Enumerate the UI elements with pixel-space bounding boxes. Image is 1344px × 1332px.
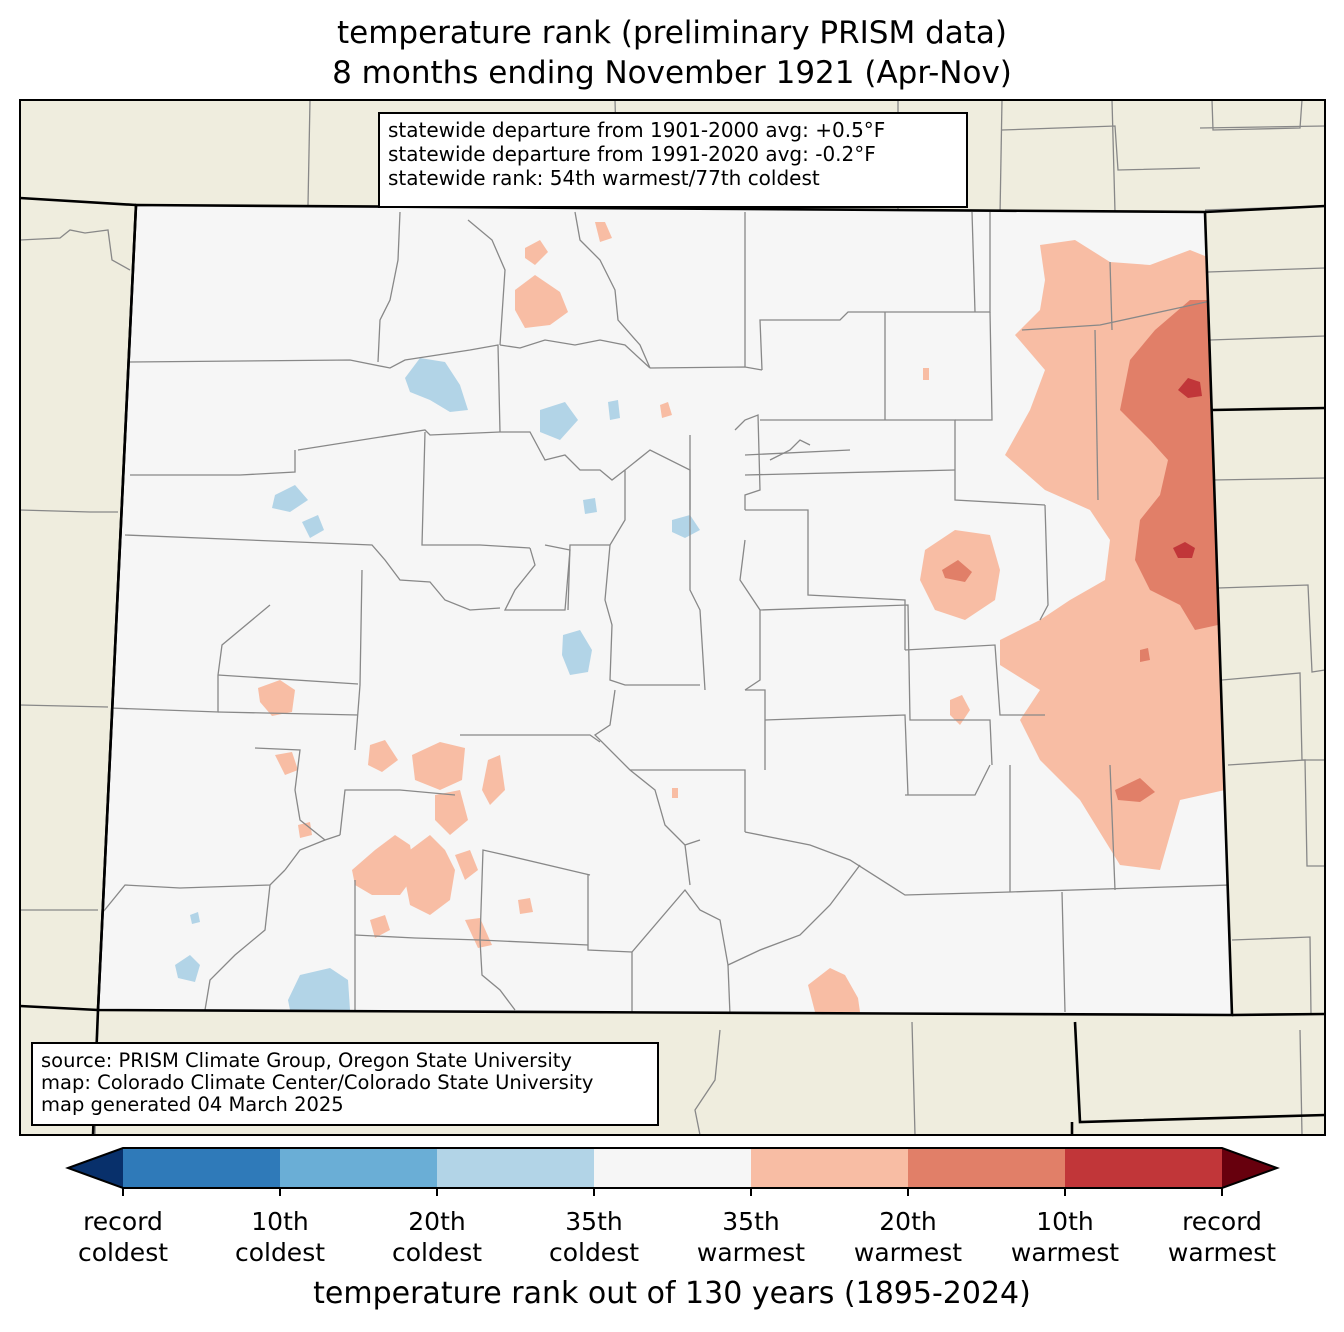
map-frame: [19, 99, 1326, 1136]
generated-date-line: map generated 04 March 2025: [41, 1093, 344, 1116]
colorbar-tick-label: record warmest: [1167, 1207, 1277, 1267]
colorbar-tick-label: 35th warmest: [696, 1207, 806, 1267]
source-line: source: PRISM Climate Group, Oregon Stat…: [41, 1049, 572, 1072]
colorbar-segments: [65, 1147, 1280, 1196]
statewide-stats-box: statewide departure from 1901-2000 avg: …: [378, 112, 968, 208]
departure-1901-2000: statewide departure from 1901-2000 avg: …: [388, 118, 886, 142]
colorado-county-lines: [102, 211, 1231, 1015]
colorbar-tick-label: 10th coldest: [234, 1207, 326, 1267]
colorbar-segment: [1065, 1148, 1223, 1188]
colorbar-tick-label: 35th coldest: [548, 1207, 640, 1267]
map-title-line-1: temperature rank (preliminary PRISM data…: [336, 15, 1007, 51]
statewide-rank: statewide rank: 54th warmest/77th coldes…: [388, 166, 820, 190]
colorbar-label: temperature rank out of 130 years (1895-…: [313, 1276, 1031, 1311]
colorbar-tick-label: 20th coldest: [391, 1207, 483, 1267]
colorbar-segment: [594, 1148, 752, 1188]
departure-1991-2020: statewide departure from 1991-2020 avg: …: [388, 142, 876, 166]
temperature-rank-shading: [175, 222, 1225, 1012]
map-title-line-2: 8 months ending November 1921 (Apr-Nov): [332, 55, 1012, 91]
colorbar-segment: [751, 1148, 909, 1188]
map-credit-line: map: Colorado Climate Center/Colorado St…: [41, 1071, 594, 1094]
colorbar-extend-high: [1222, 1148, 1277, 1188]
source-box: source: PRISM Climate Group, Oregon Stat…: [31, 1042, 659, 1126]
colorbar-segment: [908, 1148, 1066, 1188]
colorbar-tick-label: 20th warmest: [853, 1207, 963, 1267]
colorbar-tick-label: record coldest: [77, 1207, 169, 1267]
colorbar-tick-label: 10th warmest: [1010, 1207, 1120, 1267]
colorado-state-fill: [98, 205, 1232, 1015]
colorbar-segment: [437, 1148, 595, 1188]
colorbar-segment: [123, 1148, 281, 1188]
colorbar-segment: [280, 1148, 438, 1188]
colorbar: [65, 1147, 1280, 1196]
colorbar-extend-low: [68, 1148, 123, 1188]
